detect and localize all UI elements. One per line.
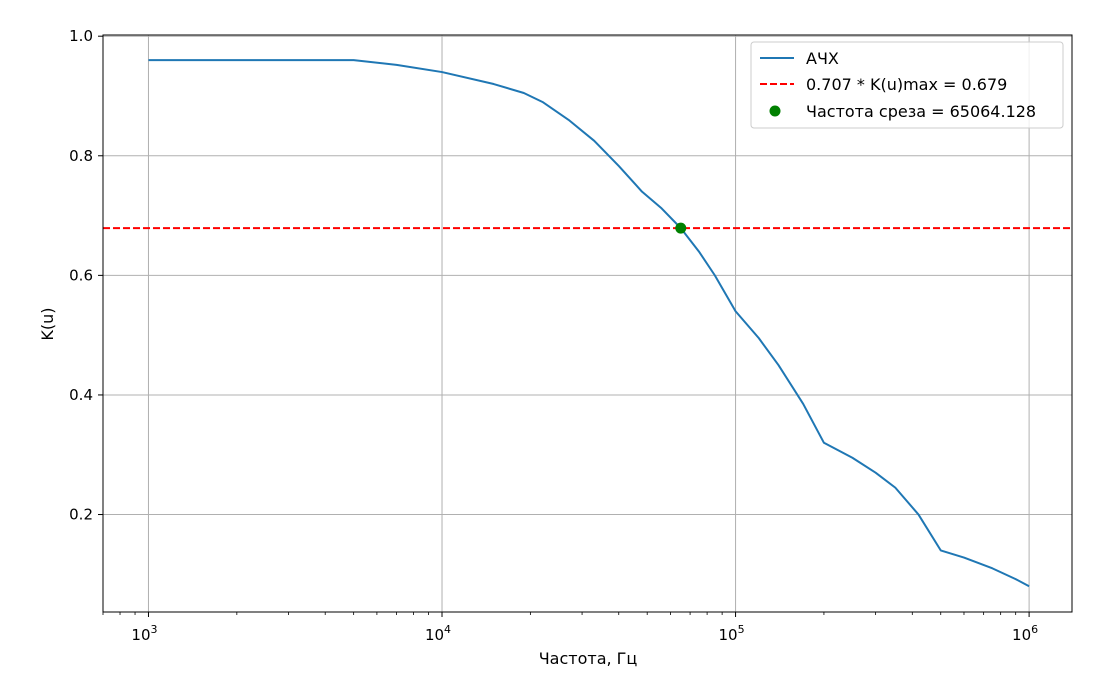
cutoff-point [675,222,687,234]
x-tick-label-base: 10 [1012,626,1031,644]
y-tick-label: 0.8 [69,147,93,165]
grid [103,35,1072,612]
y-tick-label: 0.4 [69,386,93,404]
plot-area [103,59,1072,588]
x-tick-label-exponent: 5 [738,623,745,636]
x-tick-label-exponent: 4 [444,623,451,636]
x-tick-label: 104 [425,623,451,644]
x-tick-label: 106 [1012,623,1038,644]
legend-box [750,41,1064,129]
y-tick-label: 0.2 [69,506,93,524]
major-ticks [98,35,1030,617]
minor-ticks [102,612,1017,615]
x-tick-label-exponent: 3 [151,623,158,636]
x-tick-label-base: 10 [719,626,738,644]
x-tick-label-exponent: 6 [1031,623,1038,636]
legend-label-ach: АЧХ [806,49,839,68]
x-tick-label-base: 10 [131,626,150,644]
y-tick-label: 0.6 [69,266,93,284]
legend-swatch-cutoff [769,105,781,117]
x-axis-label: Частота, Гц [539,649,638,668]
legend-label-threshold: 0.707 * K(u)max = 0.679 [806,75,1007,94]
series-line-ach [148,59,1030,588]
legend: АЧХ 0.707 * K(u)max = 0.679 Частота срез… [750,41,1064,129]
y-tick-labels: 0.2 0.4 0.6 0.8 1.0 [69,27,93,523]
x-tick-label-base: 10 [425,626,444,644]
y-axis-label: K(u) [38,307,57,340]
x-tick-label: 103 [131,623,157,644]
x-tick-label: 105 [719,623,745,644]
x-tick-labels: 103 104 105 106 [131,623,1038,644]
legend-label-cutoff: Частота среза = 65064.128 [806,102,1036,121]
y-tick-label: 1.0 [69,27,93,45]
axes-frame [102,34,1073,613]
